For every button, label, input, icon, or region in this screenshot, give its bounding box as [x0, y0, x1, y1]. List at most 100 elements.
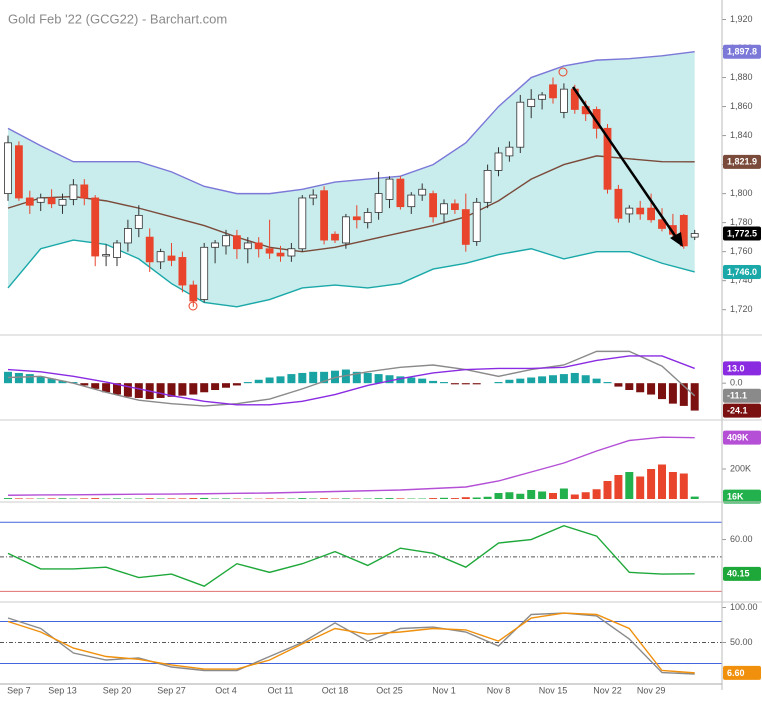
candle-body: [190, 285, 197, 301]
volume-bar: [505, 492, 513, 499]
y-tick-label: 1,840: [730, 130, 753, 140]
candle-body: [408, 195, 415, 207]
histogram-bar: [15, 373, 23, 383]
volume-bar: [527, 490, 535, 499]
histogram-bar: [604, 382, 612, 383]
candle-body: [560, 89, 567, 112]
volume-bar: [495, 493, 503, 499]
candle-body: [637, 208, 644, 214]
histogram-bar: [309, 372, 317, 383]
histogram-bar: [277, 376, 285, 383]
histogram-bar: [505, 380, 513, 383]
x-tick-label: Sep 13: [48, 685, 77, 695]
candle-body: [550, 85, 557, 98]
x-tick-label: Oct 11: [268, 685, 294, 695]
histogram-bar: [266, 378, 274, 384]
value-badge-label: 1,821.9: [727, 157, 757, 167]
candle-body: [386, 179, 393, 199]
volume-bar: [386, 498, 394, 499]
volume-bar: [560, 489, 568, 500]
histogram-bar: [429, 381, 437, 383]
candle-body: [364, 212, 371, 222]
candle-body: [310, 195, 317, 198]
candle-body: [321, 191, 328, 240]
candle-body: [441, 204, 448, 214]
histogram-bar: [527, 378, 535, 384]
volume-bar: [222, 498, 230, 499]
x-tick-label: Sep 7: [7, 685, 31, 695]
volume-bar: [178, 498, 186, 499]
y-tick-label: 60.00: [730, 534, 753, 544]
candle-body: [15, 146, 22, 198]
volume-bar: [91, 498, 99, 499]
candle-body: [5, 143, 12, 194]
volume-bar: [59, 498, 67, 499]
histogram-bar: [462, 383, 470, 384]
candle-body: [375, 194, 382, 213]
candle-body: [135, 215, 142, 228]
x-tick-label: Nov 22: [593, 685, 622, 695]
candle-body: [255, 243, 262, 249]
candle-body: [506, 147, 513, 156]
volume-bar: [113, 498, 121, 499]
volume-bar: [375, 498, 383, 499]
histogram-bar: [593, 379, 601, 384]
y-tick-label: 1,720: [730, 304, 753, 314]
volume-bar: [604, 481, 612, 499]
candle-body: [517, 102, 524, 147]
volume-bar: [462, 497, 470, 499]
volume-bar: [669, 472, 677, 499]
histogram-bar: [614, 383, 622, 386]
volume-bar: [146, 498, 154, 499]
candle-body: [92, 198, 99, 256]
y-tick-label: 1,780: [730, 217, 753, 227]
candle-body: [353, 217, 360, 220]
candle-body: [81, 185, 88, 198]
histogram-bar: [135, 383, 143, 398]
y-tick-label: 200K: [730, 463, 751, 473]
y-tick-label: 0.0: [730, 378, 743, 388]
candle-body: [59, 199, 66, 205]
candle-body: [223, 236, 230, 246]
candle-body: [103, 255, 110, 256]
histogram-bar: [26, 374, 34, 383]
value-badge-label: 6.60: [727, 668, 745, 678]
candle-body: [342, 217, 349, 243]
value-badge-label: 13.0: [727, 363, 745, 373]
histogram-bar: [298, 373, 306, 383]
volume-bar: [593, 489, 601, 499]
x-tick-label: Oct 18: [322, 685, 349, 695]
histogram-bar: [473, 383, 481, 384]
candle-body: [626, 208, 633, 214]
volume-bar: [473, 498, 481, 500]
histogram-bar: [495, 382, 503, 383]
candle-body: [451, 204, 458, 210]
volume-bar: [625, 472, 633, 499]
histogram-bar: [418, 379, 426, 384]
x-tick-label: Nov 29: [637, 685, 666, 695]
histogram-bar: [244, 382, 252, 383]
volume-bar: [484, 497, 492, 499]
y-tick-label: 1,760: [730, 246, 753, 256]
value-badge-label: 40.15: [727, 569, 750, 579]
volume-bar: [15, 498, 23, 499]
histogram-bar: [647, 383, 655, 394]
x-tick-label: Oct 25: [376, 685, 403, 695]
histogram-bar: [625, 383, 633, 390]
candle-body: [37, 198, 44, 202]
histogram-bar: [233, 383, 241, 385]
candle-body: [212, 243, 219, 247]
volume-bar: [320, 498, 328, 499]
candle-body: [419, 189, 426, 195]
volume-bar: [396, 498, 404, 499]
candle-body: [397, 179, 404, 207]
histogram-bar: [364, 373, 372, 383]
histogram-bar: [440, 382, 448, 383]
candle-body: [332, 234, 339, 240]
histogram-bar: [549, 375, 557, 383]
x-tick-label: Sep 27: [157, 685, 186, 695]
volume-bar: [48, 498, 56, 499]
x-tick-label: Oct 4: [215, 685, 237, 695]
value-badge-label: 1,746.0: [727, 267, 757, 277]
histogram-bar: [658, 383, 666, 399]
